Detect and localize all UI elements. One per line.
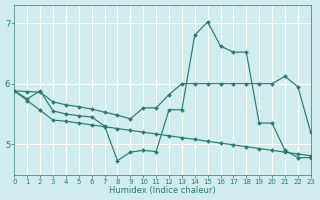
X-axis label: Humidex (Indice chaleur): Humidex (Indice chaleur) (109, 186, 216, 195)
